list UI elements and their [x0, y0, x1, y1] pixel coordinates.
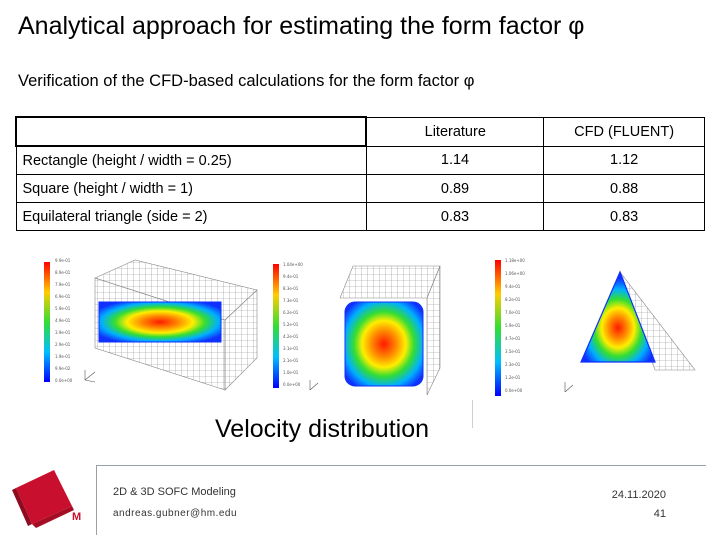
svg-text:5.9e-01: 5.9e-01	[55, 306, 71, 311]
svg-text:9.4e-01: 9.4e-01	[505, 284, 521, 289]
svg-text:8.2e-01: 8.2e-01	[505, 297, 521, 302]
legend-colorbar	[495, 260, 501, 396]
svg-text:2.1e-01: 2.1e-01	[283, 358, 299, 363]
svg-text:9.9e-02: 9.9e-02	[55, 366, 71, 371]
svg-text:2.3e-01: 2.3e-01	[505, 362, 521, 367]
table-header-cfd: CFD (FLUENT)	[543, 116, 705, 147]
svg-text:3.1e-01: 3.1e-01	[283, 346, 299, 351]
svg-text:4.7e-01: 4.7e-01	[505, 336, 521, 341]
comparison-table: Literature CFD (FLUENT) Rectangle (heigh…	[14, 116, 705, 231]
university-logo: M	[12, 470, 81, 528]
svg-text:1.9e-01: 1.9e-01	[55, 354, 71, 359]
footer-vertical-rule	[96, 465, 97, 535]
svg-text:7.9e-01: 7.9e-01	[55, 282, 71, 287]
cfd-value: 1.12	[543, 145, 705, 175]
svg-text:4.9e-01: 4.9e-01	[55, 318, 71, 323]
svg-text:0.0e+00: 0.0e+00	[55, 378, 73, 383]
svg-text:1.06e+00: 1.06e+00	[505, 271, 525, 276]
table-row: Equilateral triangle (side = 2) 0.83 0.8…	[15, 202, 705, 231]
svg-text:8.3e-01: 8.3e-01	[283, 286, 299, 291]
table-header-blank	[14, 116, 368, 147]
svg-text:6.2e-01: 6.2e-01	[283, 310, 299, 315]
svg-text:3.5e-01: 3.5e-01	[505, 349, 521, 354]
caption-divider	[472, 400, 473, 428]
rectangle-velocity-plot: 9.9e-01 8.9e-01 7.9e-01 6.9e-01 5.9e-01 4.9e…	[44, 258, 258, 391]
svg-text:2.9e-01: 2.9e-01	[55, 342, 71, 347]
figure-caption: Velocity distribution	[215, 415, 430, 443]
row-label: Rectangle (height / width = 0.25)	[15, 145, 367, 175]
svg-text:9.9e-01: 9.9e-01	[55, 258, 71, 263]
table-header-row: Literature CFD (FLUENT)	[14, 116, 705, 147]
literature-value: 1.14	[365, 145, 545, 175]
footer-date: 24.11.2020	[611, 489, 666, 501]
svg-text:1.18e+00: 1.18e+00	[505, 258, 525, 263]
footer-email[interactable]: andreas.gubner@hm.edu	[113, 508, 238, 519]
svg-text:9.4e-01: 9.4e-01	[283, 274, 299, 279]
svg-text:7.0e-01: 7.0e-01	[505, 310, 521, 315]
slide-title: Analytical approach for estimating the f…	[18, 12, 585, 40]
literature-value: 0.83	[365, 202, 545, 231]
svg-text:0.0e+00: 0.0e+00	[283, 382, 301, 387]
svg-text:8.9e-01: 8.9e-01	[55, 270, 71, 275]
literature-value: 0.89	[365, 174, 545, 203]
cfd-value: 0.88	[543, 174, 705, 203]
svg-text:1.2e-01: 1.2e-01	[505, 375, 521, 380]
footer-course: 2D & 3D SOFC Modeling	[113, 486, 236, 498]
page-number: 41	[653, 508, 666, 520]
svg-text:5.2e-01: 5.2e-01	[283, 322, 299, 327]
legend-colorbar	[273, 264, 279, 388]
legend-colorbar	[44, 262, 50, 382]
row-label: Equilateral triangle (side = 2)	[15, 202, 367, 231]
table-header-literature: Literature	[365, 116, 545, 147]
svg-text:7.3e-01: 7.3e-01	[283, 298, 299, 303]
triangle-velocity-plot: 1.18e+00 1.06e+00 9.4e-01 8.2e-01 7.0e-01 5.…	[495, 258, 696, 396]
svg-text:M: M	[72, 511, 81, 523]
svg-text:1.0e-01: 1.0e-01	[283, 370, 299, 375]
row-label: Square (height / width = 1)	[15, 174, 367, 203]
svg-text:0.0e+00: 0.0e+00	[505, 388, 523, 393]
svg-text:1.04e+00: 1.04e+00	[283, 262, 303, 267]
cfd-value: 0.83	[543, 202, 705, 231]
table-row: Square (height / width = 1) 0.89 0.88	[15, 174, 705, 203]
table-row: Rectangle (height / width = 0.25) 1.14 1…	[15, 145, 705, 175]
slide-subtitle: Verification of the CFD-based calculatio…	[18, 72, 475, 90]
svg-text:6.9e-01: 6.9e-01	[55, 294, 71, 299]
svg-text:5.9e-01: 5.9e-01	[505, 323, 521, 328]
footer-rule	[96, 465, 706, 466]
svg-text:4.2e-01: 4.2e-01	[283, 334, 299, 339]
square-velocity-plot: 1.04e+00 9.4e-01 8.3e-01 7.3e-01 6.2e-01 5.2…	[273, 262, 441, 396]
svg-text:3.9e-01: 3.9e-01	[55, 330, 71, 335]
